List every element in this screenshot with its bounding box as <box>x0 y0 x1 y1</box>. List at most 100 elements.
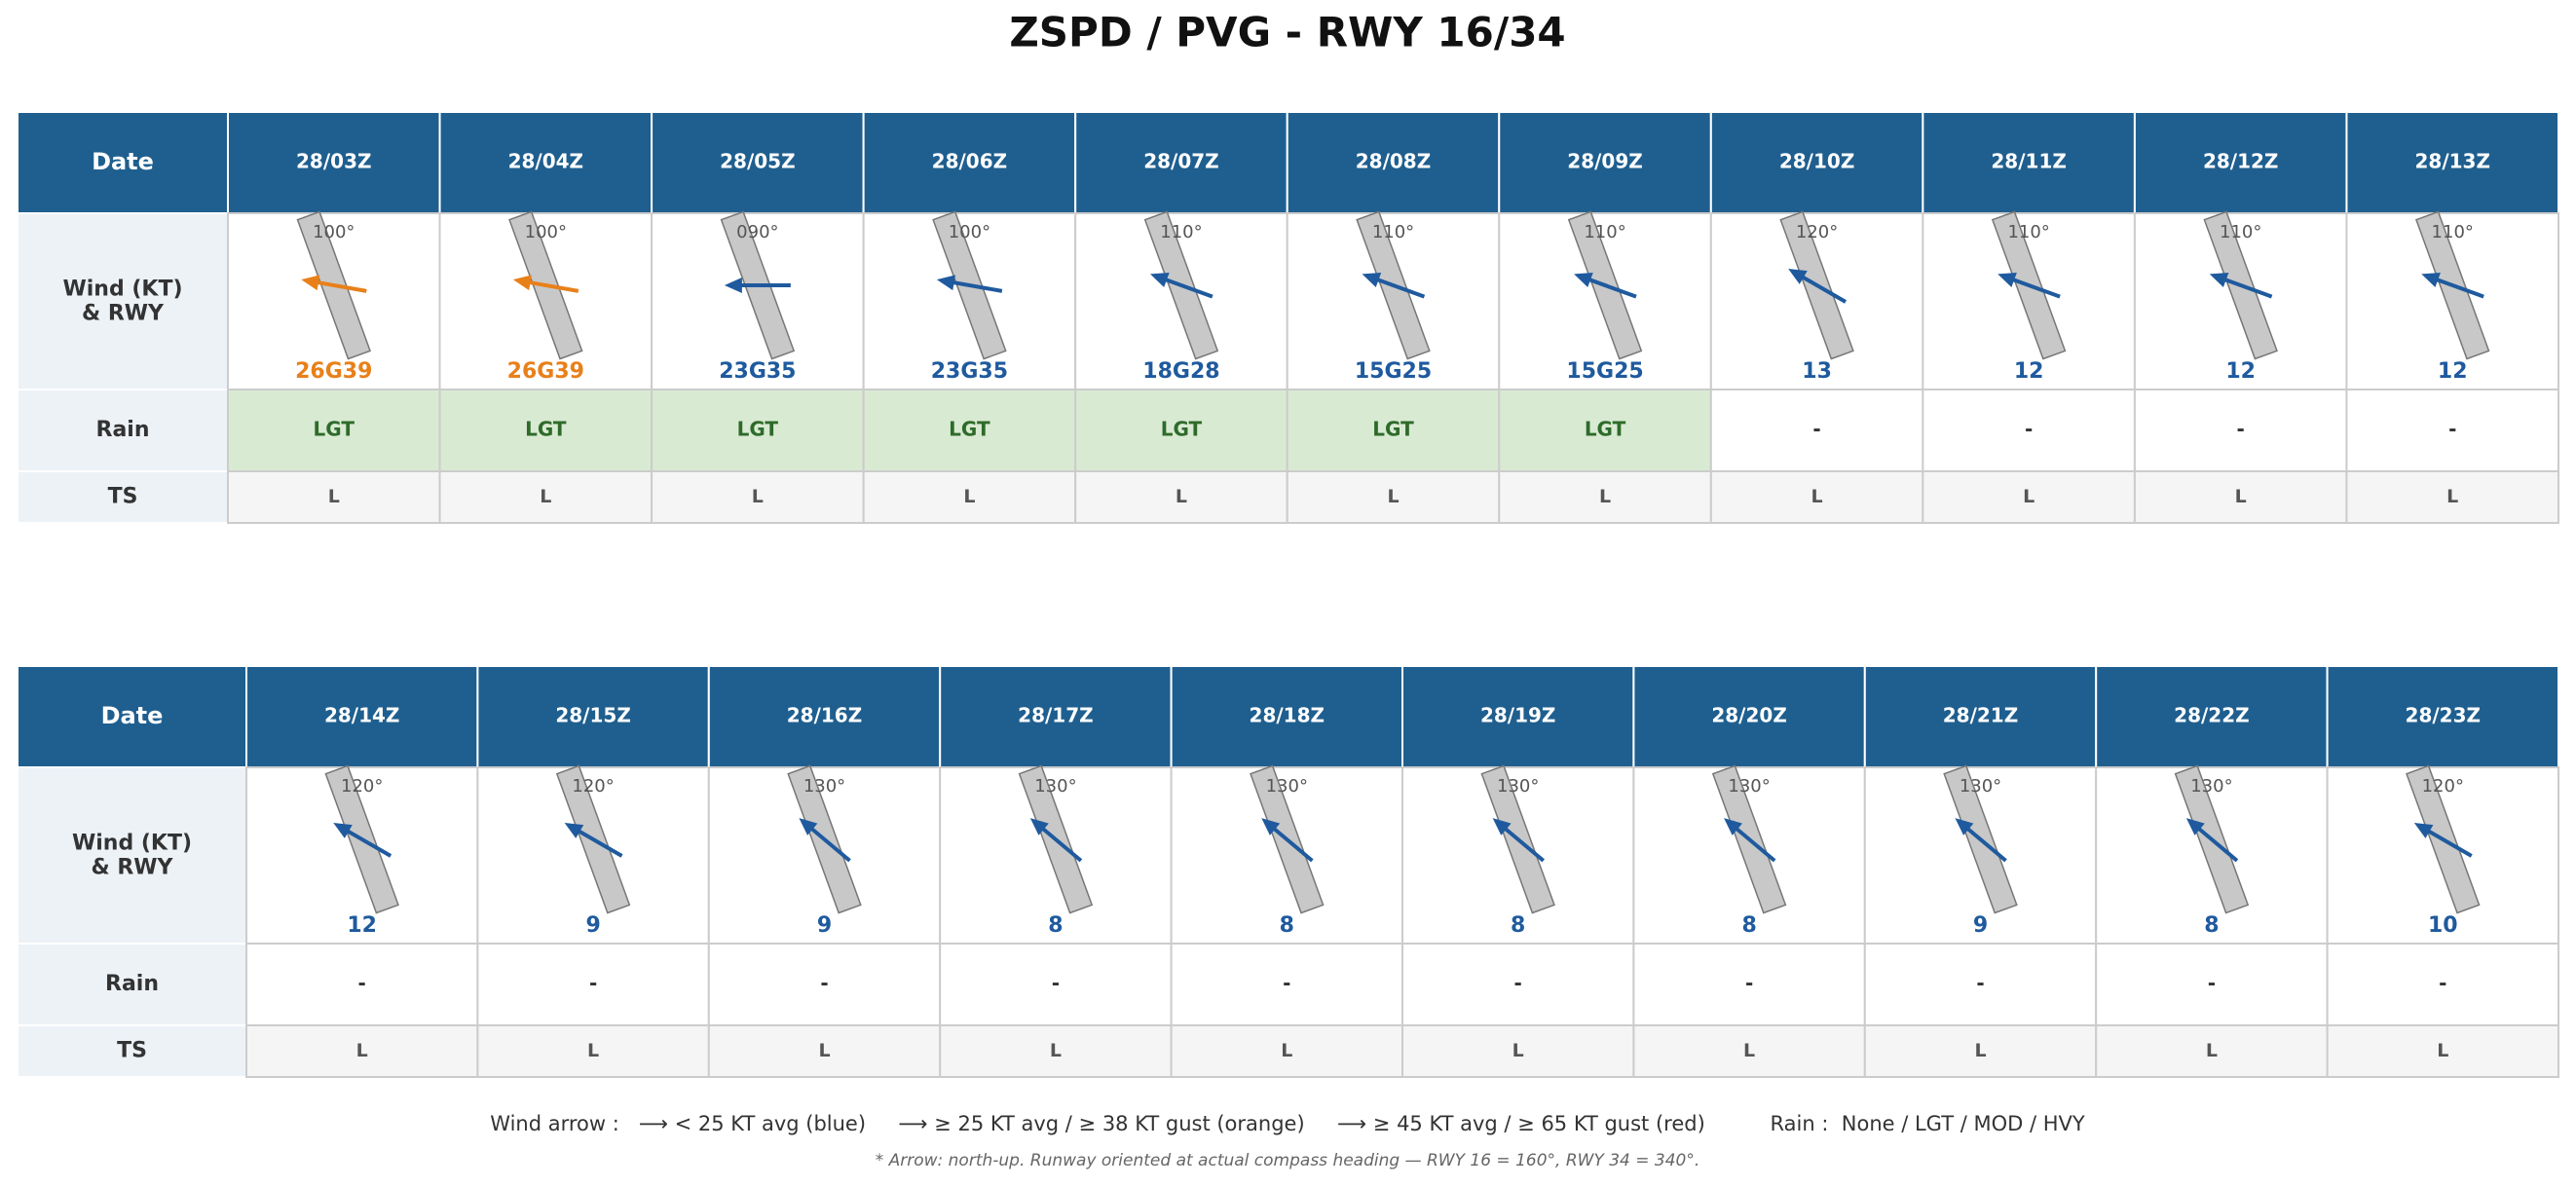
header-cell <box>2133 111 2348 214</box>
wind-arrow <box>799 818 851 863</box>
wind-arrow <box>1574 273 1637 299</box>
wind-speed: 8 <box>1511 913 1525 938</box>
wind-arrow-shaft <box>2423 827 2473 858</box>
wind-arrow-head <box>799 818 818 835</box>
ts-cell <box>1074 470 1288 524</box>
ts-label: L <box>356 1040 368 1061</box>
header-cell <box>1922 111 2136 214</box>
wind-speed: 9 <box>585 913 600 938</box>
row-label: & RWY <box>82 302 165 326</box>
wind-arrow <box>2421 273 2484 299</box>
ts-label: L <box>1599 486 1611 507</box>
wind-arrow-shaft <box>342 827 392 858</box>
row-label: TS <box>117 1039 147 1063</box>
row-label: Wind (KT) <box>72 832 192 856</box>
direction-label: 120° <box>572 776 614 797</box>
header-cell <box>245 665 479 768</box>
ts-cell <box>438 470 653 524</box>
wind-arrow-head <box>2209 273 2229 288</box>
rain-label: - <box>2208 972 2216 995</box>
ts-label: L <box>1512 1040 1524 1061</box>
rain-label: - <box>1745 972 1753 995</box>
direction-label: 130° <box>1497 776 1539 797</box>
footnote: * Arrow: north-up. Runway oriented at ac… <box>876 1151 1700 1170</box>
wind-speed: 13 <box>1802 359 1832 384</box>
header-cell <box>2095 665 2329 768</box>
ts-cell <box>2345 470 2560 524</box>
direction-label: 100° <box>525 222 567 242</box>
date-label: 28/23Z <box>2406 704 2481 727</box>
direction-label: 110° <box>1372 222 1414 242</box>
legend: Wind arrow : ⟶ < 25 KT avg (blue) ⟶ ≥ 25… <box>490 1112 2085 1135</box>
wind-speed: 12 <box>347 913 377 938</box>
rain-label: - <box>358 972 366 995</box>
date-label: 28/10Z <box>1779 150 1854 173</box>
wind-arrow <box>2209 273 2273 299</box>
direction-label: 130° <box>1266 776 1308 797</box>
title: ZSPD / PVG - RWY 16/34 <box>1009 9 1565 56</box>
date-label: 28/16Z <box>787 704 862 727</box>
rain-cell <box>2133 389 2348 472</box>
header-cell <box>1632 665 1866 768</box>
rain-label: - <box>2448 418 2456 441</box>
wind-arrow-shaft <box>1584 276 1637 299</box>
rain-label: - <box>1052 972 1060 995</box>
rain-label: LGT <box>525 418 567 441</box>
wind-arrow-shaft <box>1160 276 1213 299</box>
row-label: Rain <box>105 972 159 996</box>
date-label: 28/20Z <box>1711 704 1786 727</box>
date-label: 28/03Z <box>296 150 371 173</box>
header-cell <box>17 111 229 214</box>
ts-label: L <box>1974 1040 1986 1061</box>
ts-label: L <box>2206 1040 2218 1061</box>
rain-label: - <box>1976 972 1984 995</box>
direction-label: 110° <box>2007 222 2049 242</box>
wind-arrow <box>936 275 1003 293</box>
wind-speed: 12 <box>2225 359 2256 384</box>
ts-cell <box>1401 1024 1635 1078</box>
row-label-cell <box>17 212 229 390</box>
rain-cell <box>2326 943 2560 1026</box>
rain-label: LGT <box>1585 418 1626 441</box>
wind-arrow-head <box>2421 273 2441 288</box>
wind-arrow-head <box>1492 818 1512 835</box>
wind-arrow <box>2413 823 2473 858</box>
date-label: 28/14Z <box>324 704 399 727</box>
ts-cell <box>2133 470 2348 524</box>
wind-arrow <box>1261 818 1314 863</box>
date-label: 28/18Z <box>1250 704 1325 727</box>
wind-speed: 26G39 <box>295 359 372 384</box>
header-cell <box>1286 111 1501 214</box>
row-label: Wind (KT) <box>62 278 182 302</box>
rain-label: - <box>589 972 597 995</box>
direction-label: 130° <box>1728 776 1770 797</box>
date-label: 28/21Z <box>1943 704 2018 727</box>
wind-arrow <box>301 275 367 293</box>
wind-arrow <box>1997 273 2061 299</box>
rain-label: - <box>1812 418 1820 441</box>
wind-speed: 15G25 <box>1355 359 1432 384</box>
wind-speed: 8 <box>1048 913 1063 938</box>
wind-arrow <box>1492 818 1546 863</box>
ts-cell <box>1170 1024 1403 1078</box>
wind-arrow <box>1029 818 1083 863</box>
rain-cell <box>939 943 1173 1026</box>
date-label: 28/19Z <box>1480 704 1555 727</box>
ts-label: L <box>1176 486 1187 507</box>
ts-cell <box>939 1024 1173 1078</box>
wind-arrow-head <box>2185 818 2205 835</box>
rain-label: LGT <box>737 418 779 441</box>
rain-label: - <box>1283 972 1290 995</box>
rain-cell <box>1632 943 1866 1026</box>
ts-cell <box>1922 470 2136 524</box>
ts-cell <box>862 470 1077 524</box>
wind-speed: 26G39 <box>507 359 584 384</box>
wind-arrow-shaft <box>1962 824 2007 863</box>
wind-arrow-shaft <box>524 279 579 293</box>
rain-cell <box>862 389 1077 472</box>
wind-arrow <box>333 823 392 858</box>
row-label: & RWY <box>92 856 174 880</box>
wind-arrow-head <box>1362 273 1382 288</box>
ts-cell <box>245 1024 479 1078</box>
header-cell <box>476 665 710 768</box>
